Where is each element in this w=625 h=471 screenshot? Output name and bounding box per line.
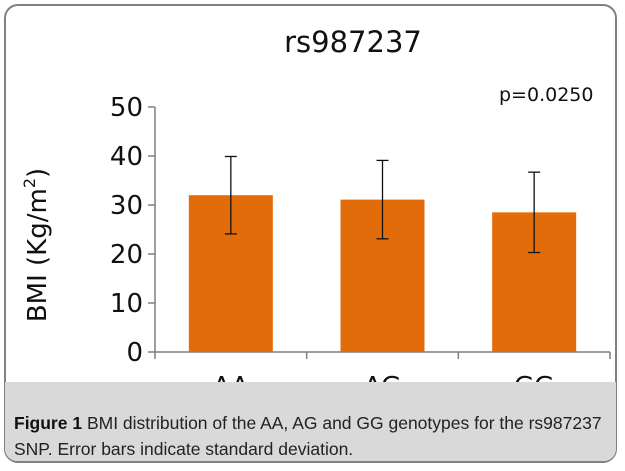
figure-caption: Figure 1 BMI distribution of the AA, AG … bbox=[14, 410, 614, 462]
y-tick-label: 30 bbox=[110, 191, 143, 221]
y-tick-label: 20 bbox=[110, 240, 143, 270]
caption-band bbox=[5, 382, 616, 461]
figure-caption-label: Figure 1 bbox=[14, 413, 83, 433]
chart-title: rs987237 bbox=[284, 25, 422, 59]
y-tick-label: 10 bbox=[110, 289, 143, 319]
svg-text:BMI (Kg/m2): BMI (Kg/m2) bbox=[20, 168, 53, 322]
y-tick-label: 0 bbox=[126, 338, 143, 368]
figure-caption-text: BMI distribution of the AA, AG and GG ge… bbox=[14, 413, 602, 459]
y-tick-label: 50 bbox=[110, 93, 143, 123]
y-axis-label: BMI (Kg/m2) bbox=[20, 168, 53, 322]
bar-chart: rs987237 p=0.0250 BMI (Kg/m2) 0 10 20 30 40 5… bbox=[20, 25, 611, 400]
y-tick-label: 40 bbox=[110, 142, 143, 172]
p-value-annotation: p=0.0250 bbox=[499, 84, 593, 106]
